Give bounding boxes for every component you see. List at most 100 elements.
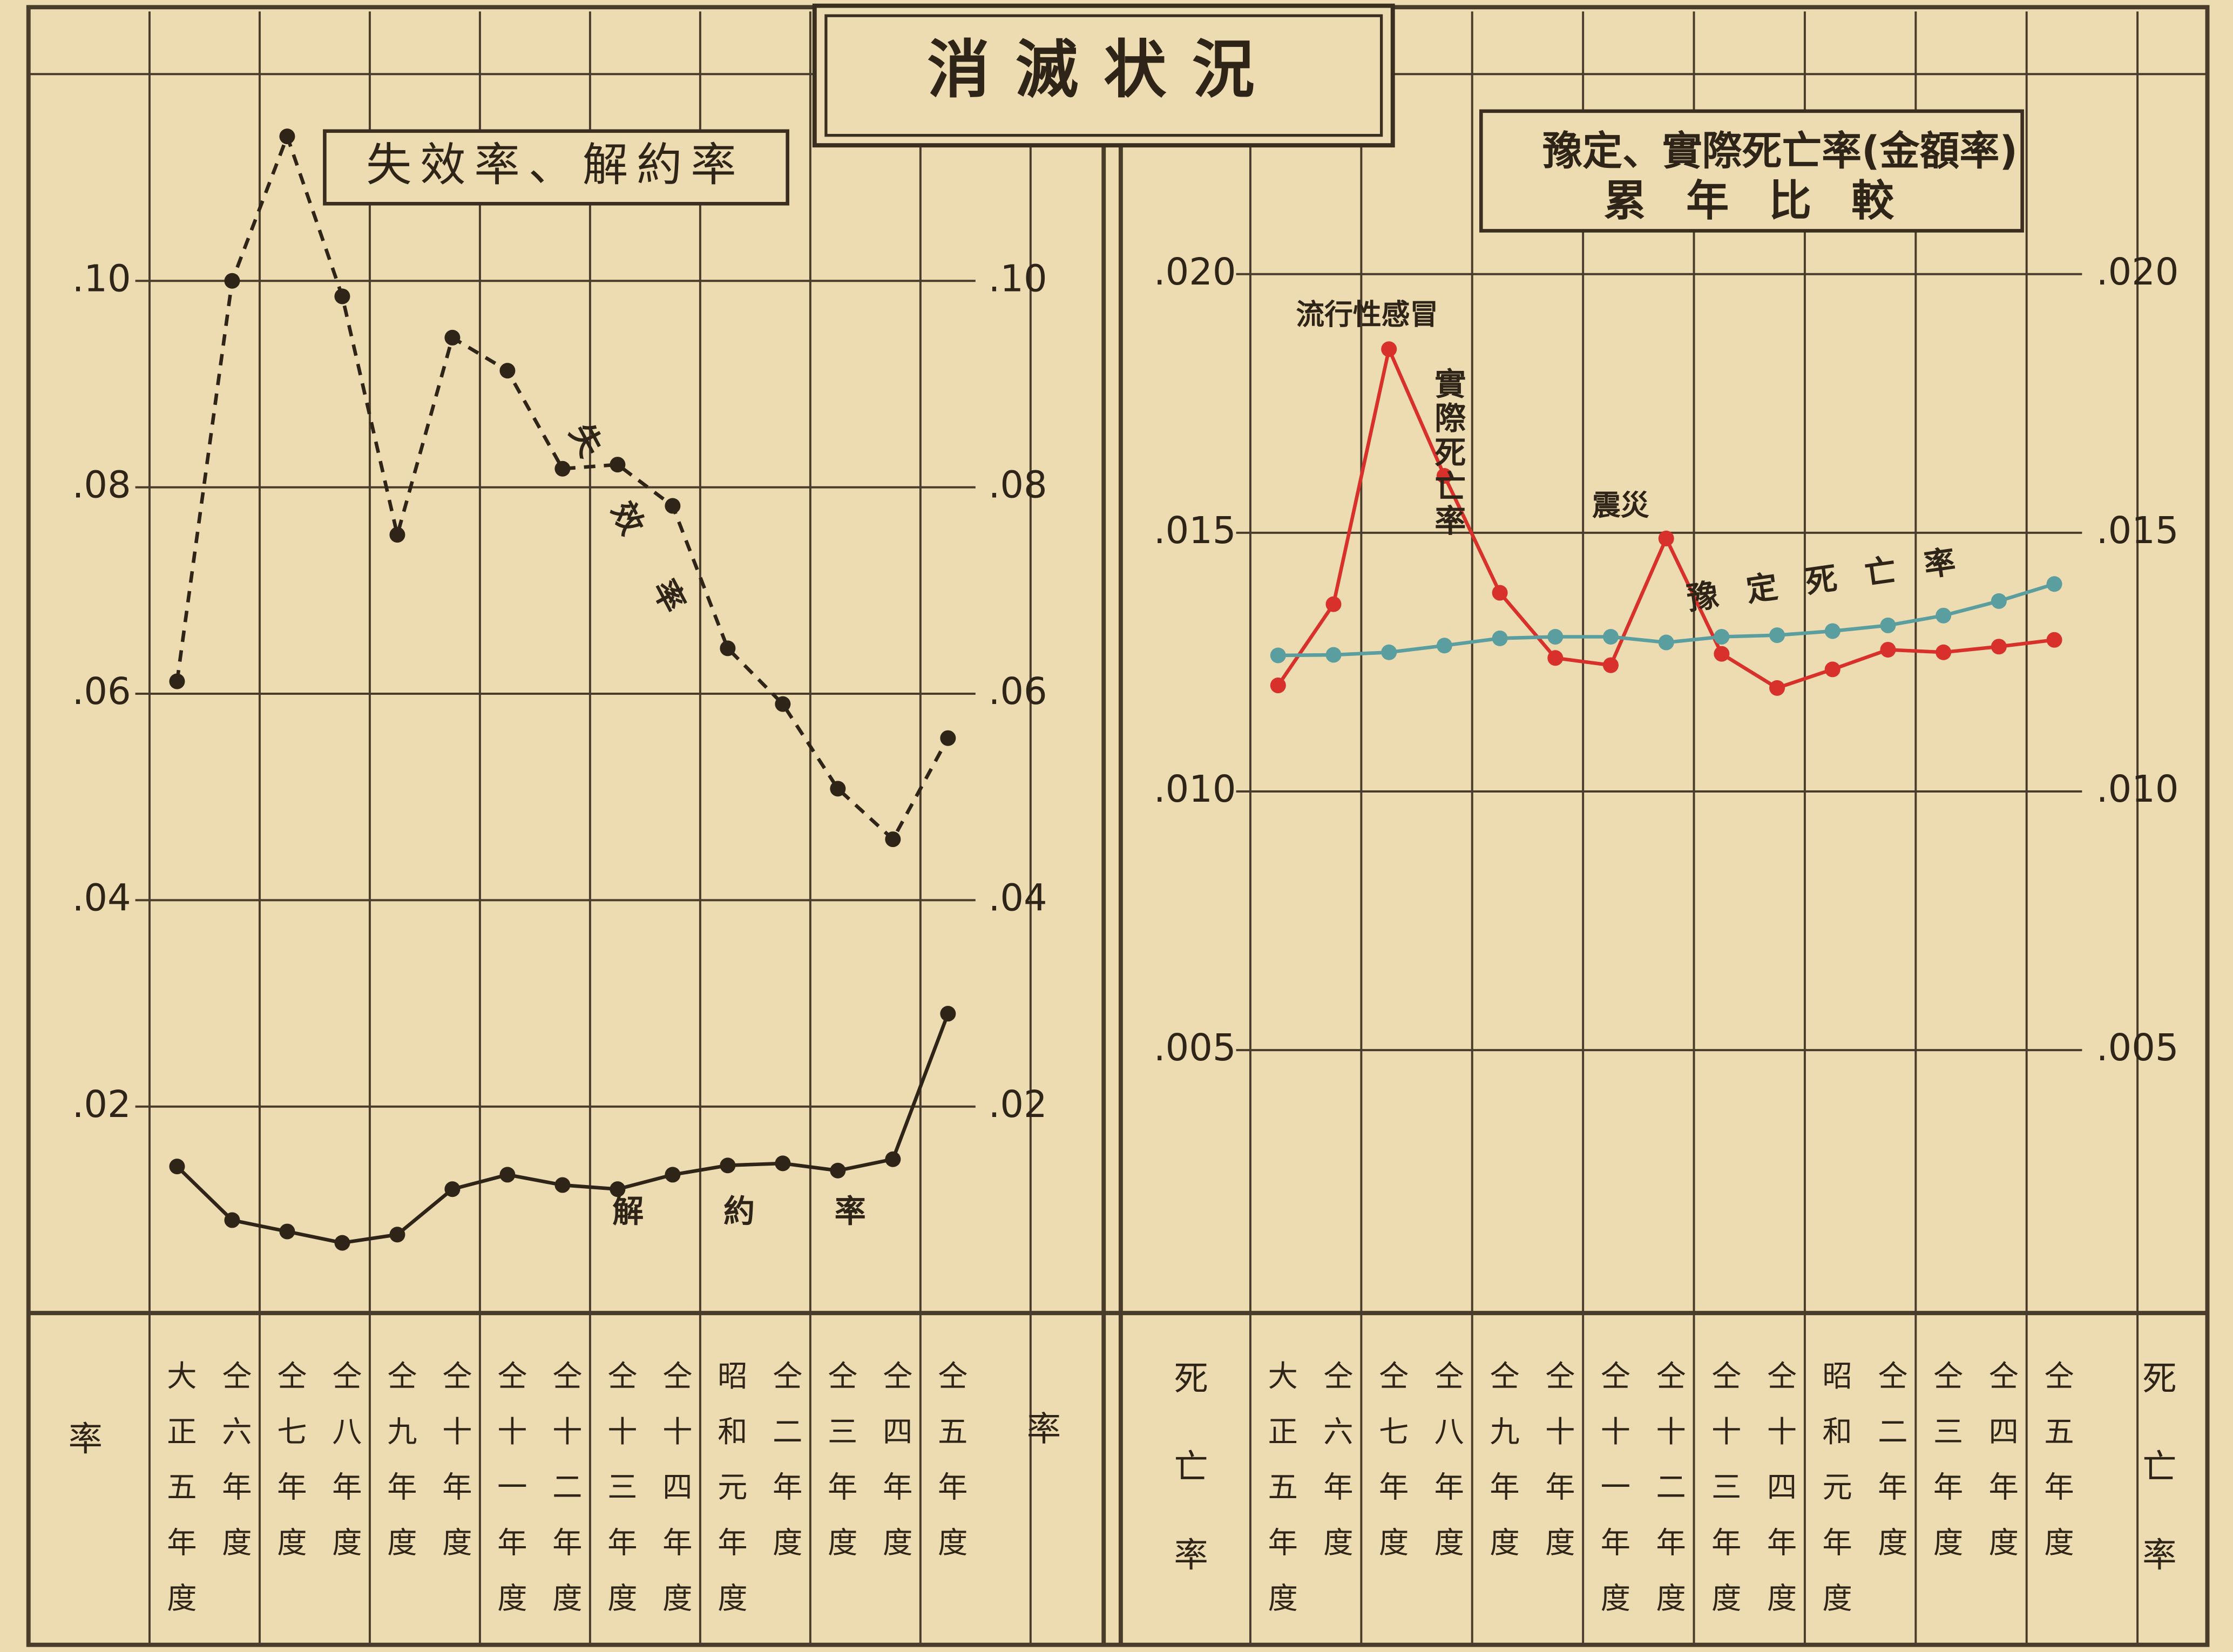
data-point bbox=[1658, 634, 1674, 651]
data-point bbox=[334, 1235, 350, 1251]
data-point bbox=[499, 363, 516, 379]
x-tick-label: 仝十三年度 bbox=[1706, 1360, 1741, 1637]
x-tick-label: 仝四年度 bbox=[877, 1360, 912, 1582]
data-point bbox=[279, 1223, 295, 1240]
x-tick-label: 仝八年度 bbox=[327, 1360, 362, 1582]
y2-tick-label: .020 bbox=[2096, 250, 2179, 294]
data-point bbox=[1991, 639, 2007, 655]
data-point bbox=[1880, 641, 1896, 658]
x-tick-label: 仝十一年度 bbox=[492, 1360, 527, 1637]
data-point bbox=[1936, 644, 1952, 660]
y-axis-label: 率 bbox=[1027, 1409, 1061, 1449]
y-axis-label: 死亡率 bbox=[1169, 1360, 1209, 1625]
data-point bbox=[775, 1155, 791, 1172]
data-point bbox=[1936, 607, 1952, 624]
data-point bbox=[1381, 341, 1397, 357]
annotation: 震災 bbox=[1592, 489, 1649, 522]
x-tick-label: 仝十四年度 bbox=[657, 1360, 692, 1637]
data-point bbox=[665, 498, 681, 514]
x-tick-label: 仝十一年度 bbox=[1595, 1360, 1630, 1637]
y-tick-label: .06 bbox=[72, 670, 131, 713]
data-point bbox=[940, 1006, 956, 1022]
right-chart-title: 豫定、實際死亡率(金額率) bbox=[1542, 128, 2018, 174]
x-tick-label: 仝二年度 bbox=[1872, 1360, 1907, 1582]
plot-layer bbox=[135, 11, 2139, 1645]
data-point bbox=[1824, 623, 1840, 639]
left-title-box bbox=[323, 129, 789, 206]
title-box-inner bbox=[824, 14, 1383, 137]
x-tick-label: 大正五年度 bbox=[1262, 1360, 1297, 1637]
data-point bbox=[499, 1167, 516, 1183]
data-point bbox=[334, 288, 350, 304]
annotation: 流行性感冒 bbox=[1296, 298, 1438, 331]
data-point bbox=[940, 730, 956, 746]
data-point bbox=[830, 781, 846, 797]
x-tick-label: 大正五年度 bbox=[161, 1360, 196, 1637]
x-tick-label: 仝三年度 bbox=[1928, 1360, 1963, 1582]
y-tick-label: .010 bbox=[1154, 768, 1236, 811]
left-chart-title: 失效率、解約率 bbox=[366, 138, 745, 191]
y2-tick-label: .015 bbox=[2096, 509, 2179, 552]
y2-tick-label: .005 bbox=[2096, 1026, 2179, 1069]
right-title-box bbox=[1479, 109, 2024, 233]
y-axis-label: 死亡率 bbox=[2137, 1360, 2177, 1625]
data-point bbox=[1602, 628, 1619, 645]
y-tick-label: .015 bbox=[1154, 509, 1236, 552]
data-point bbox=[830, 1162, 846, 1179]
data-point bbox=[610, 1181, 626, 1197]
data-point bbox=[1547, 628, 1564, 645]
data-point bbox=[1547, 650, 1564, 666]
title-box bbox=[812, 3, 1395, 148]
x-tick-label: 仝十三年度 bbox=[602, 1360, 637, 1637]
x-tick-label: 仝六年度 bbox=[1318, 1360, 1353, 1582]
y-tick-label: .04 bbox=[72, 876, 131, 919]
data-point bbox=[1381, 644, 1397, 660]
data-point bbox=[1991, 593, 2007, 609]
data-point bbox=[720, 640, 736, 656]
data-point bbox=[1325, 647, 1342, 663]
data-point bbox=[1492, 585, 1508, 601]
y-tick-label: .10 bbox=[72, 257, 131, 300]
data-point bbox=[1769, 627, 1785, 644]
data-point bbox=[775, 696, 791, 712]
data-point bbox=[2046, 576, 2062, 592]
data-point bbox=[1270, 647, 1286, 663]
data-point bbox=[720, 1157, 736, 1174]
x-tick-label: 仝九年度 bbox=[1484, 1360, 1519, 1582]
y2-tick-label: .04 bbox=[989, 876, 1047, 919]
data-point bbox=[169, 673, 185, 689]
y2-tick-label: .010 bbox=[2096, 768, 2179, 811]
y-tick-label: .020 bbox=[1154, 250, 1236, 294]
data-point bbox=[2046, 632, 2062, 648]
y-tick-label: .02 bbox=[72, 1083, 131, 1126]
x-tick-label: 仝八年度 bbox=[1429, 1360, 1464, 1582]
data-point bbox=[1824, 661, 1840, 678]
y2-tick-label: .06 bbox=[989, 670, 1047, 713]
data-point bbox=[224, 273, 240, 289]
x-tick-label: 昭和元年度 bbox=[1817, 1360, 1852, 1637]
data-point bbox=[1714, 628, 1730, 645]
x-tick-label: 仝五年度 bbox=[932, 1360, 967, 1582]
data-point bbox=[279, 128, 295, 145]
x-tick-label: 仝九年度 bbox=[382, 1360, 417, 1582]
y2-tick-label: .10 bbox=[989, 257, 1047, 300]
data-point bbox=[885, 1151, 901, 1167]
data-point bbox=[1436, 638, 1452, 654]
x-tick-label: 仝七年度 bbox=[1373, 1360, 1409, 1582]
data-point bbox=[224, 1212, 240, 1228]
x-tick-label: 仝十二年度 bbox=[547, 1360, 582, 1637]
data-point bbox=[444, 329, 461, 346]
series-line bbox=[175, 131, 950, 842]
x-tick-label: 仝十二年度 bbox=[1650, 1360, 1686, 1637]
data-point bbox=[1714, 646, 1730, 662]
data-point bbox=[1880, 617, 1896, 633]
x-tick-label: 仝七年度 bbox=[272, 1360, 307, 1582]
data-point bbox=[1325, 596, 1342, 612]
data-point bbox=[389, 527, 405, 543]
x-tick-label: 仝十年度 bbox=[437, 1360, 472, 1582]
data-point bbox=[885, 831, 901, 848]
x-tick-label: 仝五年度 bbox=[2039, 1360, 2074, 1582]
